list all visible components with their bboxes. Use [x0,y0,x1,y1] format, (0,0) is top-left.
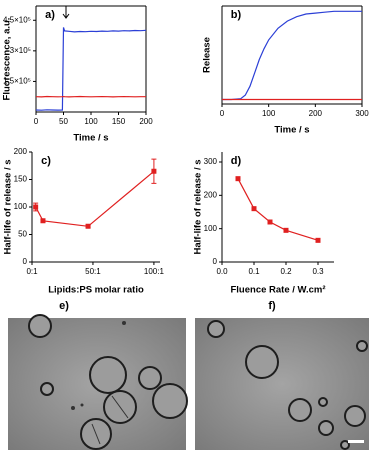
y-tick-label: 0 [23,257,28,266]
x-tick-label: 300 [355,109,369,118]
x-tick-label: 200 [139,117,153,126]
y-axis-label: Half-life of release / s [3,159,14,254]
micrograph-f [195,318,369,450]
y-tick-label: 50 [18,230,27,239]
marker [267,219,273,225]
x-axis-label: Fluence Rate / W.cm² [230,285,325,296]
x-tick-label: 150 [112,117,126,126]
x-tick-label: 0:1 [26,267,38,276]
x-axis-label: Time / s [73,133,108,144]
y-tick-label: 200 [204,190,218,199]
y-tick-label: 0 [213,257,218,266]
marker [40,218,46,224]
x-tick-label: 50:1 [85,267,101,276]
x-tick-label: 0.2 [280,267,292,276]
panel-label: c) [41,155,51,167]
x-tick-label: 0 [34,117,39,126]
series-line [35,27,147,111]
panel-label: e) [59,300,69,312]
x-tick-label: 0.3 [312,267,324,276]
panel-label: a) [45,9,55,21]
y-tick-label: 1.5×10⁵ [3,77,31,86]
x-tick-label: 0 [220,109,225,118]
x-tick-label: 0.1 [248,267,260,276]
y-tick-label: 100 [14,202,28,211]
marker [283,227,289,233]
x-axis-label: Lipids:PS molar ratio [48,285,144,296]
marker [33,204,39,210]
x-axis-label: Time / s [274,125,309,136]
panel-label: d) [231,155,242,167]
x-tick-label: 0.0 [216,267,228,276]
y-tick-label: 150 [14,175,28,184]
marker [251,206,257,212]
series-line [35,170,155,227]
marker [315,237,321,243]
x-tick-label: 200 [309,109,323,118]
y-tick-label: 200 [14,147,28,156]
arrow [62,6,70,19]
series-line [237,178,319,241]
x-tick-label: 100 [262,109,276,118]
series-line [222,10,362,101]
y-axis-label: Half-life of release / s [193,159,204,254]
marker [85,223,91,229]
y-tick-label: 3×10⁵ [10,46,31,55]
y-tick-label: 300 [204,157,218,166]
marker [151,168,157,174]
y-tick-label: 100 [204,224,218,233]
marker [235,176,241,182]
x-tick-label: 100 [84,117,98,126]
panel-label: f) [268,300,276,312]
y-tick-label: 4.5×10⁵ [3,15,31,24]
x-tick-label: 50 [59,117,68,126]
x-tick-label: 100:1 [144,267,165,276]
micrograph-e [8,314,188,450]
panel-label: b) [231,9,242,21]
y-axis-label: Fluorescence, a.u. [2,18,13,101]
y-axis-label: Release [202,37,213,73]
